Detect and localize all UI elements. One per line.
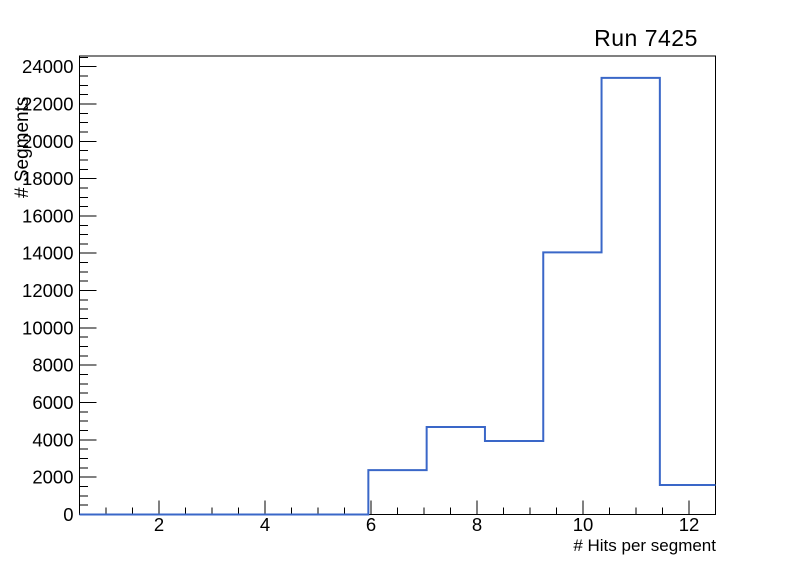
x-tick-label: 12 <box>679 514 700 535</box>
y-tick-label: 10000 <box>22 317 73 338</box>
y-tick-label: 20000 <box>22 131 73 152</box>
x-tick-label: 4 <box>260 514 270 535</box>
x-tick-label: 8 <box>472 514 482 535</box>
y-tick-label: 8000 <box>32 355 73 376</box>
y-tick-label: 12000 <box>22 280 73 301</box>
x-tick-label: 10 <box>573 514 594 535</box>
y-tick-label: 24000 <box>22 56 73 77</box>
y-tick-label: 22000 <box>22 93 73 114</box>
chart-title: Run 7425 <box>594 25 698 51</box>
y-tick-label: 2000 <box>32 467 73 488</box>
x-tick-label: 2 <box>154 514 164 535</box>
y-tick-label: 4000 <box>32 429 73 450</box>
y-tick-label: 18000 <box>22 168 73 189</box>
x-axis-title: # Hits per segment <box>573 536 716 555</box>
plot-frame <box>79 55 716 515</box>
x-tick-label: 6 <box>366 514 376 535</box>
y-tick-label: 6000 <box>32 392 73 413</box>
y-tick-label: 16000 <box>22 205 73 226</box>
y-tick-label: 14000 <box>22 243 73 264</box>
histogram-step-line <box>79 76 716 516</box>
y-tick-label: 0 <box>63 504 73 525</box>
